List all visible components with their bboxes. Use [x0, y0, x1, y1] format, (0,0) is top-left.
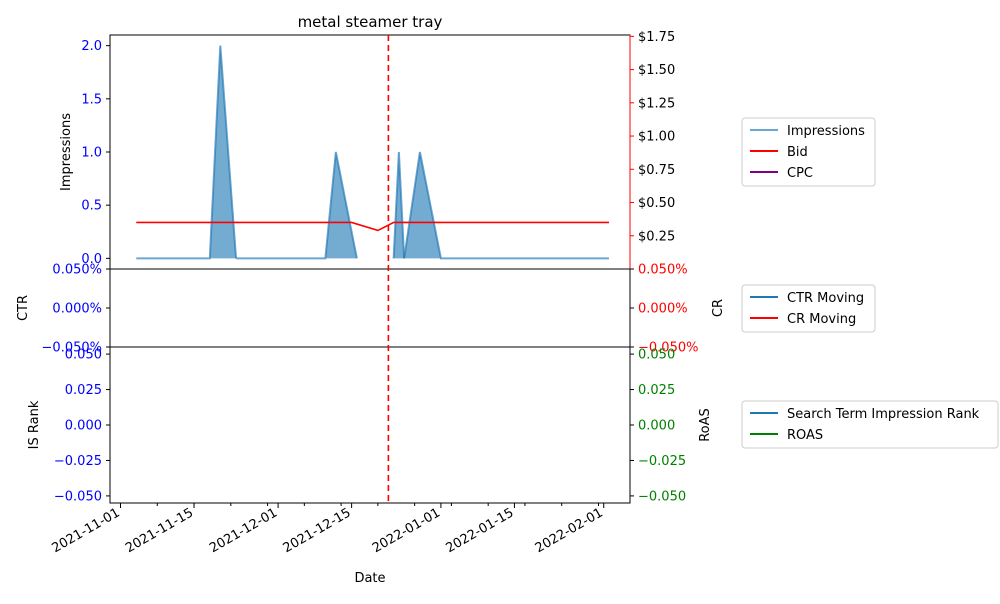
impressions-tick-label: 1.5: [81, 92, 102, 107]
cr-tick-label: 0.000%: [638, 302, 688, 317]
legend-middle: CTR Moving CR Moving: [741, 284, 876, 333]
legend-cpc-label: CPC: [787, 166, 813, 181]
impressions-area-0: [136, 45, 237, 259]
legend-bid-label: Bid: [787, 145, 808, 160]
impressions-line-0: [136, 45, 238, 260]
legend-top: Impressions Bid CPC: [741, 117, 876, 187]
bottom-panel-frame: [109, 346, 631, 504]
ctr-tick-label: 0.000%: [52, 302, 102, 317]
date-axis-label: Date: [354, 571, 385, 586]
bid-tick-label: $1.00: [638, 130, 675, 145]
is-rank-tick-label: −0.050: [54, 489, 102, 504]
bid-tick-label: $1.75: [638, 30, 675, 45]
legend-ctr-label: CTR Moving: [787, 291, 864, 306]
ctr-tick-label: 0.050%: [52, 263, 102, 278]
legend-top-box: [741, 117, 876, 187]
bid-tick-label: $0.75: [638, 163, 675, 178]
is-rank-tick-label: 0.000: [65, 419, 102, 434]
roas-tick-label: 0.000: [638, 419, 675, 434]
impressions-area-2: [393, 152, 405, 259]
roas-tick-label: −0.025: [638, 454, 686, 469]
cr-tick-label: −0.050%: [638, 341, 698, 356]
impressions-tick-label: 2.0: [81, 39, 102, 54]
bid-line: [136, 221, 609, 232]
roas-tick-label: 0.025: [638, 383, 675, 398]
cr-tick-label: 0.050%: [638, 263, 688, 278]
middle-panel-frame: [109, 268, 631, 348]
impressions-tick-label: 1.0: [81, 146, 102, 161]
roas-tick-label: −0.050: [638, 489, 686, 504]
date-tick-label: 2022-02-01: [533, 505, 606, 556]
ticks-layer: 0.0 0.5 1.0 1.5 2.0 $0.25 $0.50 $0.75 $1.00 $1.25…: [42, 30, 699, 556]
date-tick-label: 2021-11-01: [50, 505, 123, 556]
legend-is-rank-label: Search Term Impression Rank: [787, 407, 980, 422]
legend-bottom: Search Term Impression Rank ROAS: [741, 400, 999, 449]
ctr-axis-label: CTR: [16, 295, 31, 321]
is-rank-tick-label: 0.050: [65, 348, 102, 363]
date-tick-label: 2021-12-15: [281, 505, 354, 556]
bid-tick-label: $0.50: [638, 196, 675, 211]
is-rank-tick-label: 0.025: [65, 383, 102, 398]
impressions-line-3: [403, 151, 609, 260]
impressions-tick-label: 0.0: [81, 252, 102, 267]
is-rank-axis-label: IS Rank: [27, 400, 42, 449]
date-tick-label: 2022-01-01: [370, 505, 443, 556]
roas-axis-label: RoAS: [698, 408, 713, 442]
bid-tick-label: $1.25: [638, 96, 675, 111]
date-tick-label: 2022-01-15: [444, 505, 517, 556]
legend-roas-label: ROAS: [787, 428, 823, 443]
impressions-area-3: [404, 152, 609, 259]
impressions-tick-label: 0.5: [81, 199, 102, 214]
series-layer: [136, 35, 609, 503]
roas-tick-label: 0.050: [638, 348, 675, 363]
chart-title: metal steamer tray: [298, 13, 443, 31]
is-rank-tick-label: −0.025: [54, 454, 102, 469]
impressions-axis-label: Impressions: [59, 113, 74, 191]
ctr-tick-label: −0.050%: [42, 341, 102, 356]
impressions-line-1: [236, 151, 358, 260]
legend-bottom-box: [741, 400, 999, 449]
date-tick-label: 2021-12-01: [207, 505, 280, 556]
impressions-area-1: [236, 152, 357, 259]
bid-tick-label: $0.25: [638, 229, 675, 244]
legend-cr-label: CR Moving: [787, 312, 856, 327]
legend-impressions-label: Impressions: [787, 124, 865, 139]
bid-tick-label: $1.50: [638, 63, 675, 78]
top-panel-frame: [109, 34, 631, 270]
date-tick-label: 2021-11-15: [123, 505, 196, 556]
cr-axis-label: CR: [711, 299, 726, 317]
